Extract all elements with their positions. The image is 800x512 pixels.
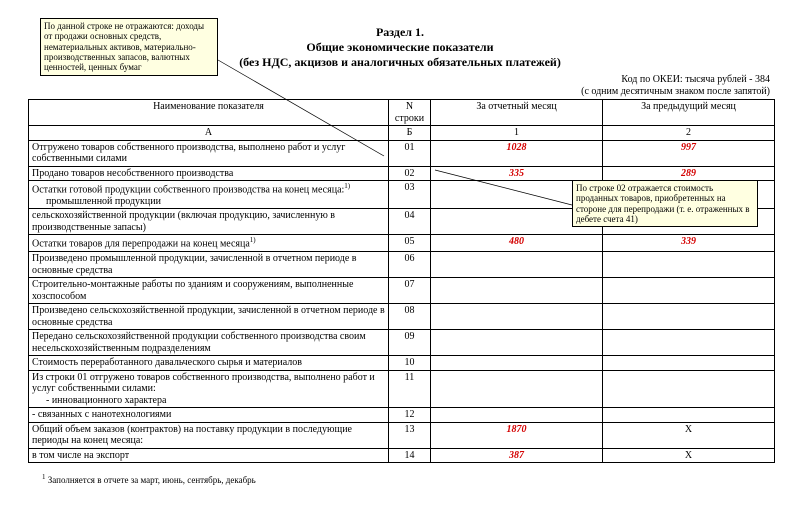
table-row: Строительно-монтажные работы по зданиям … bbox=[29, 278, 775, 304]
cell-name: Продано товаров несобственного производс… bbox=[29, 166, 389, 181]
subhead-1: 1 bbox=[431, 126, 603, 141]
table-row: - связанных с нанотехнологиями12 bbox=[29, 408, 775, 423]
cell-name: Остатки товаров для перепродажи на конец… bbox=[29, 235, 389, 252]
cell-name: Передано сельскохозяйственной продукции … bbox=[29, 330, 389, 356]
cell-value-previous: 339 bbox=[603, 235, 775, 252]
cell-row-num: 12 bbox=[389, 408, 431, 423]
cell-row-num: 04 bbox=[389, 209, 431, 235]
subhead-b: Б bbox=[389, 126, 431, 141]
footnote: 1 Заполняется в отчете за март, июнь, се… bbox=[42, 473, 800, 485]
cell-value-current bbox=[431, 304, 603, 330]
cell-value-previous bbox=[603, 330, 775, 356]
cell-value-current: 387 bbox=[431, 448, 603, 463]
cell-row-num: 10 bbox=[389, 356, 431, 371]
head-period-b: За предыдущий месяц bbox=[603, 100, 775, 126]
page: По данной строке не отражаются: доходы о… bbox=[0, 0, 800, 512]
table-head: Наименование показателя N строки За отче… bbox=[29, 100, 775, 141]
table-row: Произведено сельскохозяйственной продукц… bbox=[29, 304, 775, 330]
cell-value-current bbox=[431, 252, 603, 278]
cell-value-current: 1028 bbox=[431, 140, 603, 166]
cell-value-current bbox=[431, 370, 603, 408]
cell-name: Из строки 01 отгружено товаров собственн… bbox=[29, 370, 389, 408]
units-line2: (с одним десятичным знаком после запятой… bbox=[0, 86, 770, 98]
cell-name: - связанных с нанотехнологиями bbox=[29, 408, 389, 423]
cell-value-previous bbox=[603, 304, 775, 330]
cell-name: сельскохозяйственной продукции (включая … bbox=[29, 209, 389, 235]
cell-value-previous: 997 bbox=[603, 140, 775, 166]
head-row-num: N строки bbox=[389, 100, 431, 126]
table-row: Из строки 01 отгружено товаров собственн… bbox=[29, 370, 775, 408]
cell-row-num: 01 bbox=[389, 140, 431, 166]
cell-name: Отгружено товаров собственного производс… bbox=[29, 140, 389, 166]
cell-value-previous bbox=[603, 278, 775, 304]
footnote-text: Заполняется в отчете за март, июнь, сент… bbox=[48, 475, 256, 485]
cell-row-num: 05 bbox=[389, 235, 431, 252]
cell-name: Произведено промышленной продукции, зачи… bbox=[29, 252, 389, 278]
note-left: По данной строке не отражаются: доходы о… bbox=[40, 18, 218, 76]
subhead-a: А bbox=[29, 126, 389, 141]
main-table: Наименование показателя N строки За отче… bbox=[28, 99, 775, 463]
cell-row-num: 13 bbox=[389, 422, 431, 448]
head-name: Наименование показателя bbox=[29, 100, 389, 126]
table-row: Произведено промышленной продукции, зачи… bbox=[29, 252, 775, 278]
cell-value-current bbox=[431, 356, 603, 371]
cell-row-num: 06 bbox=[389, 252, 431, 278]
table-row: Общий объем заказов (контрактов) на пост… bbox=[29, 422, 775, 448]
cell-value-previous: Х bbox=[603, 448, 775, 463]
units-block: Код по ОКЕИ: тысяча рублей - 384 (с одни… bbox=[0, 74, 800, 97]
cell-value-previous: Х bbox=[603, 422, 775, 448]
cell-name: в том числе на экспорт bbox=[29, 448, 389, 463]
table-row: Стоимость переработанного давальческого … bbox=[29, 356, 775, 371]
cell-name: Стоимость переработанного давальческого … bbox=[29, 356, 389, 371]
subhead-2: 2 bbox=[603, 126, 775, 141]
cell-value-previous bbox=[603, 370, 775, 408]
cell-value-current bbox=[431, 278, 603, 304]
note-right: По строке 02 отражается стоимость продан… bbox=[572, 180, 758, 227]
cell-row-num: 09 bbox=[389, 330, 431, 356]
cell-row-num: 14 bbox=[389, 448, 431, 463]
cell-row-num: 03 bbox=[389, 181, 431, 209]
cell-name: Произведено сельскохозяйственной продукц… bbox=[29, 304, 389, 330]
footnote-marker: 1 bbox=[42, 473, 46, 481]
cell-row-num: 02 bbox=[389, 166, 431, 181]
table-row: в том числе на экспорт14387Х bbox=[29, 448, 775, 463]
cell-row-num: 08 bbox=[389, 304, 431, 330]
cell-row-num: 07 bbox=[389, 278, 431, 304]
cell-value-previous: 289 bbox=[603, 166, 775, 181]
cell-value-current: 335 bbox=[431, 166, 603, 181]
cell-name: Общий объем заказов (контрактов) на пост… bbox=[29, 422, 389, 448]
cell-value-previous bbox=[603, 408, 775, 423]
table-row: Продано товаров несобственного производс… bbox=[29, 166, 775, 181]
table-row: Передано сельскохозяйственной продукции … bbox=[29, 330, 775, 356]
cell-name: Остатки готовой продукции собственного п… bbox=[29, 181, 389, 209]
cell-value-previous bbox=[603, 252, 775, 278]
cell-value-current bbox=[431, 330, 603, 356]
cell-row-num: 11 bbox=[389, 370, 431, 408]
table-row: Отгружено товаров собственного производс… bbox=[29, 140, 775, 166]
table-row: Остатки товаров для перепродажи на конец… bbox=[29, 235, 775, 252]
cell-value-current: 1870 bbox=[431, 422, 603, 448]
cell-name: Строительно-монтажные работы по зданиям … bbox=[29, 278, 389, 304]
cell-value-previous bbox=[603, 356, 775, 371]
cell-value-current bbox=[431, 408, 603, 423]
units-line1: Код по ОКЕИ: тысяча рублей - 384 bbox=[0, 74, 770, 86]
cell-value-current: 480 bbox=[431, 235, 603, 252]
head-period-a: За отчетный месяц bbox=[431, 100, 603, 126]
